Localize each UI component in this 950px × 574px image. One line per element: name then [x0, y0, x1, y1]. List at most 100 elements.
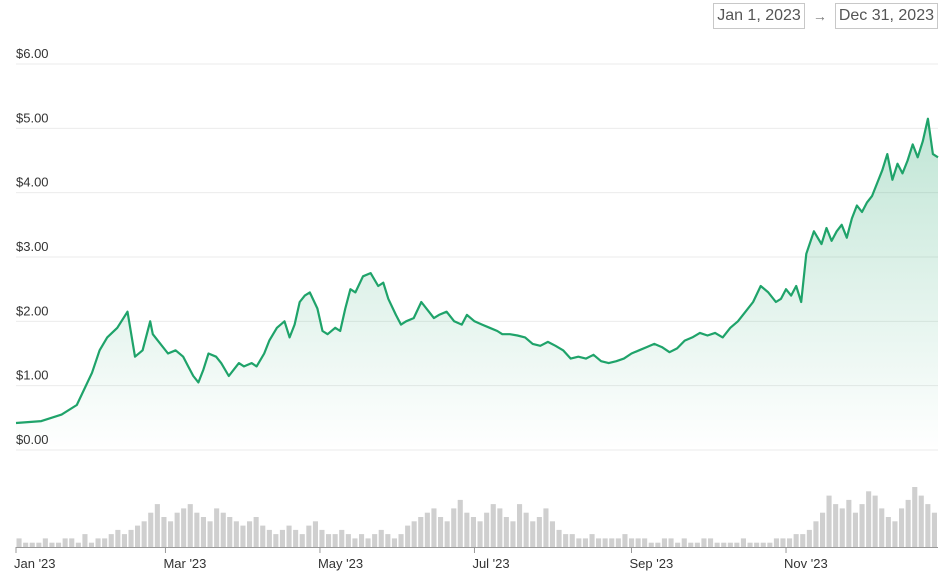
- volume-bar: [642, 538, 648, 547]
- volume-bar: [200, 517, 206, 547]
- volume-bar: [905, 499, 911, 547]
- price-area-fill: [16, 118, 938, 450]
- volume-bar: [885, 517, 891, 547]
- volume-bar: [391, 538, 397, 547]
- volume-bar: [760, 542, 766, 547]
- volume-bar: [181, 508, 187, 547]
- volume-bar: [543, 508, 549, 547]
- price-line: [15, 117, 939, 425]
- volume-bar: [833, 504, 839, 547]
- volume-bar: [88, 542, 94, 547]
- volume-bar: [293, 529, 299, 547]
- volume-bar: [42, 538, 48, 547]
- volume-bar: [326, 534, 332, 547]
- volume-bar: [75, 542, 81, 547]
- volume-bar: [602, 538, 608, 547]
- volume-bar: [589, 534, 595, 547]
- y-tick-label: $3.00: [16, 239, 49, 254]
- volume-bar: [721, 542, 727, 547]
- volume-bar: [345, 534, 351, 547]
- volume-bar: [503, 517, 509, 547]
- volume-bar: [62, 538, 68, 547]
- volume-bar: [418, 517, 424, 547]
- volume-bar: [365, 538, 371, 547]
- volume-bar: [279, 529, 285, 547]
- volume-bar: [806, 529, 812, 547]
- volume-bar: [108, 534, 114, 547]
- volume-bar: [688, 542, 694, 547]
- volume-bar: [319, 529, 325, 547]
- volume-bar: [312, 521, 318, 547]
- volume-bar: [247, 521, 253, 547]
- volume-bar: [852, 512, 858, 547]
- volume-bar: [859, 504, 865, 547]
- volume-bar: [82, 534, 88, 547]
- volume-bar: [470, 517, 476, 547]
- volume-bar: [629, 538, 635, 547]
- volume-bar: [411, 521, 417, 547]
- volume-bar: [29, 542, 35, 547]
- volume-bar: [115, 529, 121, 547]
- volume-bar: [332, 534, 338, 547]
- volume-bar: [661, 538, 667, 547]
- end-date-field[interactable]: Dec 31, 2023: [834, 3, 938, 29]
- x-tick-label: Jul '23: [472, 556, 509, 571]
- volume-bar: [694, 542, 700, 547]
- volume-bar: [569, 534, 575, 547]
- volume-bar: [866, 491, 872, 547]
- volume-bar: [576, 538, 582, 547]
- volume-bar: [931, 512, 937, 547]
- volume-bar: [490, 504, 496, 547]
- volume-bar: [214, 508, 220, 547]
- start-date-field[interactable]: Jan 1, 2023: [713, 3, 805, 29]
- volume-bar: [187, 504, 193, 547]
- y-tick-label: $5.00: [16, 110, 49, 125]
- volume-bar: [424, 512, 430, 547]
- volume-bar: [477, 521, 483, 547]
- range-arrow-icon: →: [812, 8, 827, 24]
- volume-bar: [207, 521, 213, 547]
- volume-bar: [655, 542, 661, 547]
- volume-bar: [227, 517, 233, 547]
- volume-bar: [510, 521, 516, 547]
- volume-bar: [339, 529, 345, 547]
- volume-bar: [536, 517, 542, 547]
- volume-bar: [102, 538, 108, 547]
- volume-bar: [194, 512, 200, 547]
- volume-bar: [135, 525, 141, 547]
- volume-bar: [925, 504, 931, 547]
- volume-bar: [352, 538, 358, 547]
- volume-bar: [793, 534, 799, 547]
- date-range-picker: Jan 1, 2023 → Dec 31, 2023: [713, 3, 938, 29]
- volume-bar: [253, 517, 259, 547]
- volume-bar: [464, 512, 470, 547]
- volume-bar: [148, 512, 154, 547]
- y-tick-label: $2.00: [16, 303, 49, 318]
- volume-bar: [154, 504, 160, 547]
- volume-bar: [787, 538, 793, 547]
- volume-bar: [773, 538, 779, 547]
- volume-bar: [530, 521, 536, 547]
- volume-bar: [668, 538, 674, 547]
- volume-bar: [484, 512, 490, 547]
- volume-bar: [431, 508, 437, 547]
- volume-bar: [899, 508, 905, 547]
- volume-bar: [372, 534, 378, 547]
- volume-bar: [708, 538, 714, 547]
- volume-bar: [675, 542, 681, 547]
- volume-bar: [609, 538, 615, 547]
- volume-bar: [813, 521, 819, 547]
- volume-bar: [780, 538, 786, 547]
- volume-bar: [141, 521, 147, 547]
- volume-bar: [839, 508, 845, 547]
- volume-bar: [523, 512, 529, 547]
- volume-bar: [69, 538, 75, 547]
- volume-bar: [767, 542, 773, 547]
- volume-bar: [681, 538, 687, 547]
- volume-bar: [36, 542, 42, 547]
- volume-bar: [582, 538, 588, 547]
- x-tick-label: May '23: [318, 556, 363, 571]
- volume-bar: [286, 525, 292, 547]
- y-tick-label: $1.00: [16, 368, 49, 383]
